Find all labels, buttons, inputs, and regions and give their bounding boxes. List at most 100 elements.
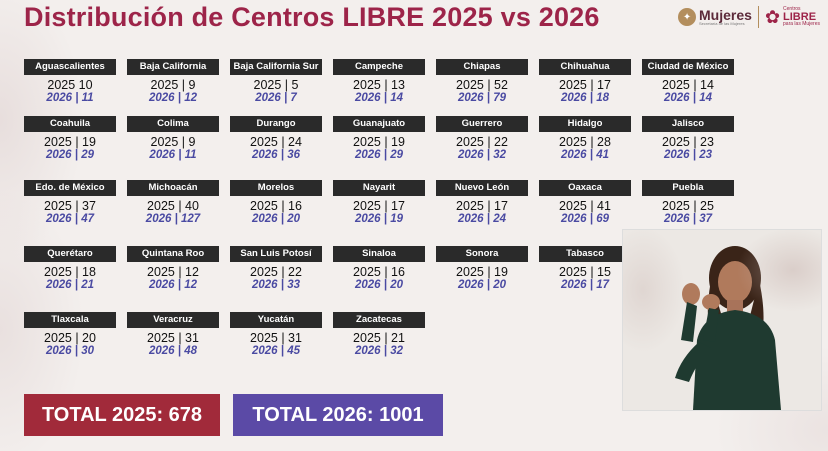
state-value-2026: 2026 | 11: [46, 92, 94, 104]
total-2026-badge: TOTAL 2026: 1001: [233, 394, 443, 436]
state-card: Chihuahua 2025 | 17 2026 | 18: [539, 59, 631, 105]
state-value-2025: 2025 | 25: [662, 199, 714, 213]
state-card: Baja California 2025 | 9 2026 | 12: [127, 59, 219, 105]
state-value-2026: 2026 | 47: [46, 213, 94, 225]
state-value-2026: 2026 | 79: [458, 92, 506, 104]
state-value-2025: 2025 | 22: [456, 135, 508, 149]
state-value-2025: 2025 | 18: [44, 265, 96, 279]
state-card: Michoacán 2025 | 40 2026 | 127: [127, 180, 219, 226]
state-value-2025: 2025 | 28: [559, 135, 611, 149]
state-value-2026: 2026 | 29: [46, 149, 94, 161]
state-value-2025: 2025 | 37: [44, 199, 96, 213]
state-value-2025: 2025 | 22: [250, 265, 302, 279]
state-card: Veracruz 2025 | 31 2026 | 48: [127, 312, 219, 358]
mujeres-logo-text: Mujeres: [699, 7, 752, 23]
state-card: Baja California Sur 2025 | 5 2026 | 7: [230, 59, 322, 105]
state-card: Quintana Roo 2025 | 12 2026 | 12: [127, 246, 219, 292]
state-value-2025: 2025 | 24: [250, 135, 302, 149]
state-value-2026: 2026 | 14: [355, 92, 403, 104]
libre-logo-top: Centros: [783, 6, 801, 13]
state-card: Coahuila 2025 | 19 2026 | 29: [24, 116, 116, 162]
state-value-2026: 2026 | 29: [355, 149, 403, 161]
state-name: Tabasco: [539, 246, 631, 262]
state-name: Colima: [127, 116, 219, 132]
state-value-2026: 2026 | 20: [355, 279, 403, 291]
state-card: Chiapas 2025 | 52 2026 | 79: [436, 59, 528, 105]
state-card: Guanajuato 2025 | 19 2026 | 29: [333, 116, 425, 162]
state-name: Veracruz: [127, 312, 219, 328]
state-value-2026: 2026 | 20: [458, 279, 506, 291]
state-name: San Luis Potosí: [230, 246, 322, 262]
state-card: Oaxaca 2025 | 41 2026 | 69: [539, 180, 631, 226]
state-value-2026: 2026 | 48: [149, 345, 197, 357]
state-name: Quintana Roo: [127, 246, 219, 262]
state-value-2026: 2026 | 33: [252, 279, 300, 291]
state-card: Querétaro 2025 | 18 2026 | 21: [24, 246, 116, 292]
state-name: Baja California Sur: [230, 59, 322, 75]
state-card: Guerrero 2025 | 22 2026 | 32: [436, 116, 528, 162]
mexico-emblem-icon: ✦: [678, 8, 697, 26]
state-card: Sonora 2025 | 19 2026 | 20: [436, 246, 528, 292]
flower-icon: ✿: [764, 7, 781, 27]
state-card: Nayarit 2025 | 17 2026 | 19: [333, 180, 425, 226]
state-name: Coahuila: [24, 116, 116, 132]
state-card: Tabasco 2025 | 15 2026 | 17: [539, 246, 631, 292]
state-name: Durango: [230, 116, 322, 132]
state-value-2026: 2026 | 36: [252, 149, 300, 161]
state-card: Durango 2025 | 24 2026 | 36: [230, 116, 322, 162]
state-name: Michoacán: [127, 180, 219, 196]
state-value-2026: 2026 | 69: [561, 213, 609, 225]
state-name: Hidalgo: [539, 116, 631, 132]
state-name: Zacatecas: [333, 312, 425, 328]
state-name: Yucatán: [230, 312, 322, 328]
state-value-2025: 2025 | 40: [147, 199, 199, 213]
state-value-2026: 2026 | 127: [145, 213, 201, 225]
state-card: Puebla 2025 | 25 2026 | 37: [642, 180, 734, 226]
state-value-2026: 2026 | 19: [355, 213, 403, 225]
state-name: Morelos: [230, 180, 322, 196]
state-name: Nayarit: [333, 180, 425, 196]
state-value-2025: 2025 | 16: [250, 199, 302, 213]
state-name: Jalisco: [642, 116, 734, 132]
state-value-2025: 2025 | 14: [662, 78, 714, 92]
libre-logo-main: LIBRE: [783, 10, 817, 23]
state-value-2026: 2026 | 45: [252, 345, 300, 357]
header-logos: ✦ Mujeres Secretaría de las Mujeres ✿ Ce…: [678, 6, 820, 28]
state-value-2026: 2026 | 14: [664, 92, 712, 104]
state-value-2026: 2026 | 24: [458, 213, 506, 225]
state-value-2025: 2025 | 15: [559, 265, 611, 279]
libre-logo: ✿ Centros LIBRE para las Mujeres: [765, 7, 820, 27]
state-value-2025: 2025 | 19: [456, 265, 508, 279]
sign-language-interpreter-video: [622, 229, 822, 411]
state-value-2026: 2026 | 11: [149, 149, 197, 161]
state-name: Guanajuato: [333, 116, 425, 132]
state-card: Ciudad de México 2025 | 14 2026 | 14: [642, 59, 734, 105]
state-value-2026: 2026 | 41: [561, 149, 609, 161]
libre-logo-bottom: para las Mujeres: [783, 21, 820, 28]
state-card: Morelos 2025 | 16 2026 | 20: [230, 180, 322, 226]
state-card: Campeche 2025 | 13 2026 | 14: [333, 59, 425, 105]
state-name: Sonora: [436, 246, 528, 262]
state-name: Sinaloa: [333, 246, 425, 262]
state-value-2025: 2025 | 17: [559, 78, 611, 92]
state-name: Baja California: [127, 59, 219, 75]
state-name: Tlaxcala: [24, 312, 116, 328]
state-value-2026: 2026 | 7: [255, 92, 297, 104]
state-card: Colima 2025 | 9 2026 | 11: [127, 116, 219, 162]
logo-divider: [757, 6, 759, 28]
mujeres-logo: ✦ Mujeres Secretaría de las Mujeres: [678, 8, 752, 26]
state-value-2026: 2026 | 20: [252, 213, 300, 225]
state-name: Oaxaca: [539, 180, 631, 196]
state-value-2026: 2026 | 18: [561, 92, 609, 104]
state-name: Querétaro: [24, 246, 116, 262]
state-value-2025: 2025 | 13: [353, 78, 405, 92]
state-name: Guerrero: [436, 116, 528, 132]
state-card: Nuevo León 2025 | 17 2026 | 24: [436, 180, 528, 226]
state-value-2025: 2025 | 23: [662, 135, 714, 149]
state-value-2025: 2025 10: [47, 78, 93, 92]
state-name: Chiapas: [436, 59, 528, 75]
state-value-2026: 2026 | 32: [458, 149, 506, 161]
mujeres-logo-subtext: Secretaría de las Mujeres: [699, 21, 745, 26]
state-value-2026: 2026 | 30: [46, 345, 94, 357]
state-value-2025: 2025 | 20: [44, 331, 96, 345]
